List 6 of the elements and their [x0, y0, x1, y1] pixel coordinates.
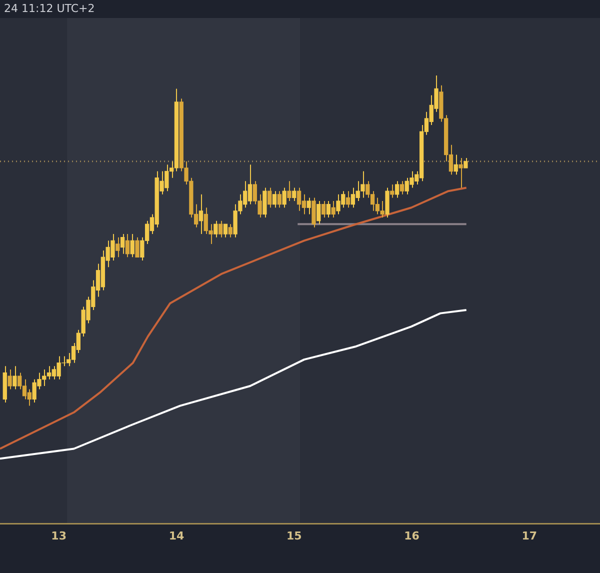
x-tick-label: 13	[51, 529, 66, 542]
x-tick-label: 14	[168, 529, 184, 542]
x-tick-label: 16	[404, 529, 420, 542]
x-tick-label: 17	[522, 529, 538, 542]
text: 24 11:12 UTC+2	[4, 2, 95, 15]
x-tick-label: 15	[286, 529, 302, 542]
